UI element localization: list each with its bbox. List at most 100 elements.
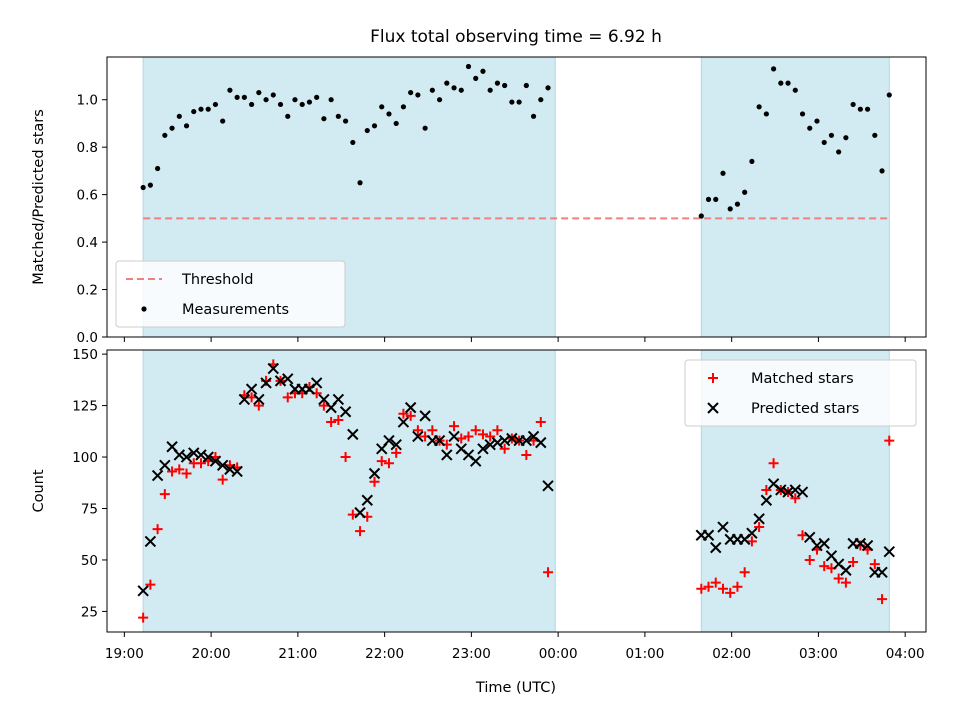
legend-box	[684, 359, 917, 427]
count-panel: 25 50 75 100 125 150 19:00 20:00 21:00 22:00 23:00…	[31, 347, 927, 662]
measurement-point	[465, 63, 472, 70]
matched-star-point	[347, 509, 358, 520]
measurement-point	[227, 87, 233, 93]
measurement-point	[306, 99, 313, 105]
predicted-star-point	[854, 537, 867, 550]
axes-frame	[106, 349, 927, 633]
predicted-star-point	[361, 494, 373, 506]
ratio-panel: 0.0 0.2 0.4 0.6 0.8 1.0 Matched/Predicted star…	[31, 56, 927, 346]
legend-label: Measurements	[182, 302, 289, 318]
measurement-point	[713, 196, 719, 202]
matched-star-point	[703, 581, 714, 592]
matched-star-point	[369, 476, 380, 487]
matched-star-point	[470, 425, 481, 436]
measurement-point	[458, 87, 464, 93]
measurement-point	[220, 118, 226, 124]
measurement-point	[850, 101, 856, 108]
measurement-point	[314, 94, 320, 100]
predicted-star-point	[753, 513, 765, 525]
predicted-star-point	[760, 494, 773, 506]
predicted-star-point	[448, 430, 460, 443]
predicted-star-point	[702, 529, 715, 541]
predicted-star-point	[883, 546, 895, 558]
y-axis-label: Matched/Predicted stars	[31, 109, 47, 285]
measurement-point	[241, 94, 247, 100]
x-tick-label: 02:00	[712, 646, 751, 662]
predicted-star-point	[535, 436, 547, 449]
matched-star-point	[833, 573, 844, 584]
measurement-point	[473, 75, 479, 81]
predicted-star-point	[137, 585, 149, 597]
x-tick-label: 04:00	[886, 646, 925, 662]
measurement-point	[292, 97, 298, 103]
matched-star-point	[355, 526, 366, 537]
x-tick-label: 23:00	[452, 646, 491, 662]
measurement-point	[429, 87, 435, 93]
measurement-point	[198, 106, 204, 112]
measurement-point	[234, 94, 240, 100]
matched-star-point	[326, 417, 337, 428]
measurement-point	[386, 111, 392, 117]
measurement-point	[422, 125, 428, 131]
matched-star-point	[427, 425, 438, 436]
matched-star-point	[869, 559, 880, 570]
matched-star-point	[877, 594, 888, 605]
measurement-point	[727, 206, 733, 212]
y-tick-label: 100	[72, 450, 98, 466]
predicted-star-point	[151, 469, 164, 482]
matched-star-point	[884, 435, 895, 446]
y-tick-label: 0.8	[77, 140, 98, 156]
matched-star-point	[318, 400, 329, 411]
predicted-star-point	[267, 362, 279, 375]
predicted-star-point	[861, 539, 874, 552]
predicted-star-point	[404, 401, 417, 414]
x-axis-label: Time (UTC)	[475, 680, 556, 696]
matched-star-point	[819, 561, 830, 572]
predicted-star-point	[310, 377, 323, 389]
predicted-star-point	[332, 393, 345, 406]
x-tick-label: 03:00	[799, 646, 838, 662]
x-tick-label: 21:00	[278, 646, 317, 662]
y-axis-label: Count	[31, 469, 47, 512]
measurement-point	[212, 101, 219, 108]
measurement-point	[698, 213, 704, 219]
predicted-star-point	[339, 406, 352, 418]
matched-star-point	[543, 567, 554, 578]
x-tick-label: 19:00	[105, 646, 144, 662]
measurement-point	[321, 116, 327, 122]
matched-star-point	[535, 417, 546, 428]
predicted-star-point	[347, 428, 359, 441]
matched-star-point	[246, 392, 257, 403]
predicted-star-point	[397, 416, 410, 428]
measurement-point	[147, 182, 153, 188]
measurement-point	[843, 135, 849, 141]
matched-star-point	[477, 429, 488, 440]
matched-star-point	[217, 474, 228, 485]
measurement-point	[169, 125, 175, 131]
x-tick-label: 20:00	[192, 646, 231, 662]
measurement-point	[770, 66, 777, 72]
measurement-point	[828, 132, 835, 138]
measurement-point	[502, 82, 508, 89]
matched-star-point	[412, 425, 423, 436]
matched-star-point	[492, 425, 503, 436]
matched-star-point	[181, 468, 192, 479]
observing-window-2	[701, 57, 890, 337]
measurement-point	[785, 80, 791, 86]
y-tick-label: 150	[72, 347, 98, 363]
predicted-star-point	[188, 447, 200, 459]
matched-star-point	[768, 458, 779, 469]
matched-star-point	[485, 431, 496, 442]
predicted-star-point	[231, 465, 243, 478]
measurement-point	[183, 123, 190, 129]
predicted-star-point	[238, 393, 251, 406]
measurement-point	[494, 80, 501, 86]
measurement-point	[285, 113, 291, 119]
legend: Threshold Measurements	[115, 260, 346, 328]
measurement-point	[350, 139, 356, 146]
legend-measurement-swatch	[141, 306, 147, 312]
predicted-star-point	[195, 449, 207, 461]
predicted-star-point	[876, 566, 888, 579]
predicted-star-point	[470, 455, 482, 467]
matched-star-point	[174, 464, 185, 475]
